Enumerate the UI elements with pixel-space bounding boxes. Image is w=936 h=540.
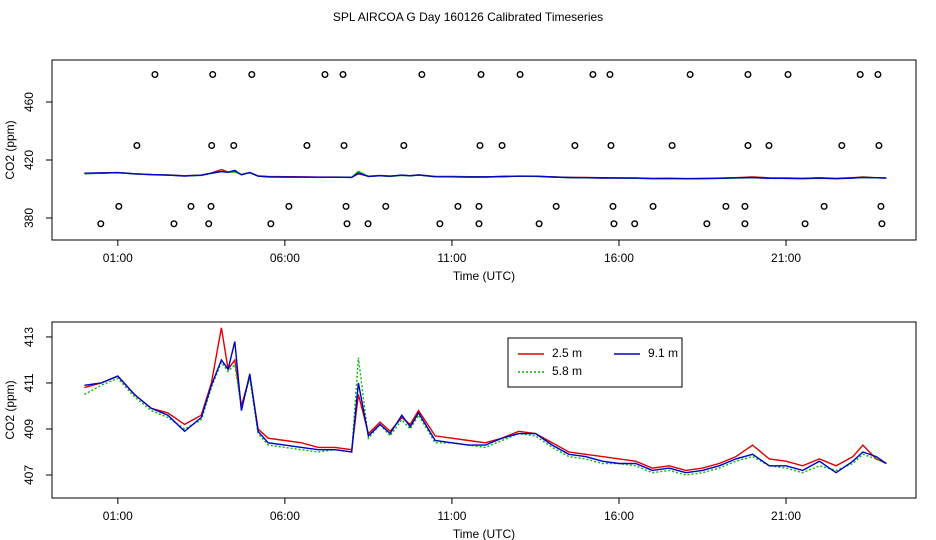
- x-tick-label: 21:00: [771, 509, 801, 523]
- outlier-point: [436, 220, 444, 228]
- outlier-point: [686, 70, 694, 78]
- outlier-point: [668, 142, 676, 150]
- outlier-point: [476, 142, 484, 150]
- plot-frame: [51, 321, 917, 499]
- outlier-point: [418, 70, 426, 78]
- outlier-point: [187, 202, 195, 210]
- outlier-point: [649, 202, 657, 210]
- outlier-point: [339, 70, 347, 78]
- legend-label: 5.8 m: [552, 364, 582, 378]
- outlier-point: [589, 70, 597, 78]
- outlier-point: [631, 220, 639, 228]
- outlier-point: [400, 142, 408, 150]
- x-tick-label: 01:00: [103, 509, 133, 523]
- outlier-point: [342, 202, 350, 210]
- x-tick-label: 11:00: [437, 509, 466, 523]
- outlier-point: [133, 142, 141, 150]
- x-tick-label: 16:00: [604, 509, 634, 523]
- outlier-point: [382, 202, 390, 210]
- legend-label: 2.5 m: [552, 346, 582, 360]
- outlier-point: [744, 142, 752, 150]
- series-line: [84, 169, 887, 180]
- series-line: [84, 357, 887, 476]
- outlier-point: [475, 202, 483, 210]
- outlier-point: [856, 70, 864, 78]
- outlier-point: [765, 142, 773, 150]
- outlier-point: [477, 70, 485, 78]
- plot-frame: [51, 59, 917, 241]
- y-tick-label: 411: [22, 373, 36, 392]
- outlier-point: [607, 142, 615, 150]
- outlier-point: [209, 70, 217, 78]
- x-tick-label: 01:00: [103, 251, 133, 265]
- outlier-point: [820, 202, 828, 210]
- outlier-point: [170, 220, 178, 228]
- outlier-point: [248, 70, 256, 78]
- outlier-point: [321, 70, 329, 78]
- outlier-point: [475, 220, 483, 228]
- outlier-point: [801, 220, 809, 228]
- legend: 2.5 m 5.8 m 9.1 m: [507, 337, 683, 388]
- legend-box: [507, 337, 683, 388]
- figure-title: SPL AIRCOA G Day 160126 Calibrated Times…: [333, 10, 603, 24]
- y-tick-label: 460: [22, 92, 36, 112]
- outlier-point: [838, 142, 846, 150]
- outlier-point: [207, 202, 215, 210]
- outlier-point: [230, 142, 238, 150]
- x-axis-label: Time (UTC): [453, 527, 515, 540]
- y-tick-label: 409: [22, 419, 36, 439]
- outlier-point: [340, 142, 348, 150]
- outlier-point: [498, 142, 506, 150]
- outlier-point: [874, 70, 882, 78]
- outlier-point: [722, 202, 730, 210]
- outlier-point: [97, 220, 105, 228]
- series-line: [84, 327, 887, 472]
- outlier-point: [303, 142, 311, 150]
- outlier-point: [571, 142, 579, 150]
- outlier-point: [454, 202, 462, 210]
- outlier-point: [267, 220, 275, 228]
- outlier-point: [610, 220, 618, 228]
- y-tick-label: 380: [22, 208, 36, 228]
- y-axis-label: CO2 (ppm): [3, 120, 17, 179]
- outlier-point: [151, 70, 159, 78]
- outlier-point: [205, 220, 213, 228]
- outlier-point: [552, 202, 560, 210]
- x-tick-label: 06:00: [270, 509, 300, 523]
- outlier-point: [364, 220, 372, 228]
- outlier-point: [878, 220, 886, 228]
- series-line: [84, 341, 887, 474]
- outlier-point: [535, 220, 543, 228]
- outlier-point: [784, 70, 792, 78]
- outlier-point: [875, 142, 883, 150]
- outlier-point: [516, 70, 524, 78]
- outlier-point: [741, 202, 749, 210]
- x-tick-label: 11:00: [437, 251, 466, 265]
- outlier-point: [609, 202, 617, 210]
- x-tick-label: 21:00: [771, 251, 801, 265]
- y-tick-label: 420: [22, 150, 36, 170]
- outlier-point: [115, 202, 123, 210]
- outlier-point: [877, 202, 885, 210]
- legend-label: 9.1 m: [648, 346, 678, 360]
- x-tick-label: 16:00: [604, 251, 634, 265]
- y-axis-label: CO2 (ppm): [3, 380, 17, 439]
- outlier-point: [606, 70, 614, 78]
- y-tick-label: 407: [22, 465, 36, 485]
- x-axis-label: Time (UTC): [453, 269, 515, 283]
- outlier-point: [741, 220, 749, 228]
- outlier-point: [703, 220, 711, 228]
- outlier-point: [343, 220, 351, 228]
- outlier-point: [744, 70, 752, 78]
- outlier-point: [208, 142, 216, 150]
- x-tick-label: 06:00: [270, 251, 300, 265]
- outlier-point: [285, 202, 293, 210]
- y-tick-label: 413: [22, 327, 36, 347]
